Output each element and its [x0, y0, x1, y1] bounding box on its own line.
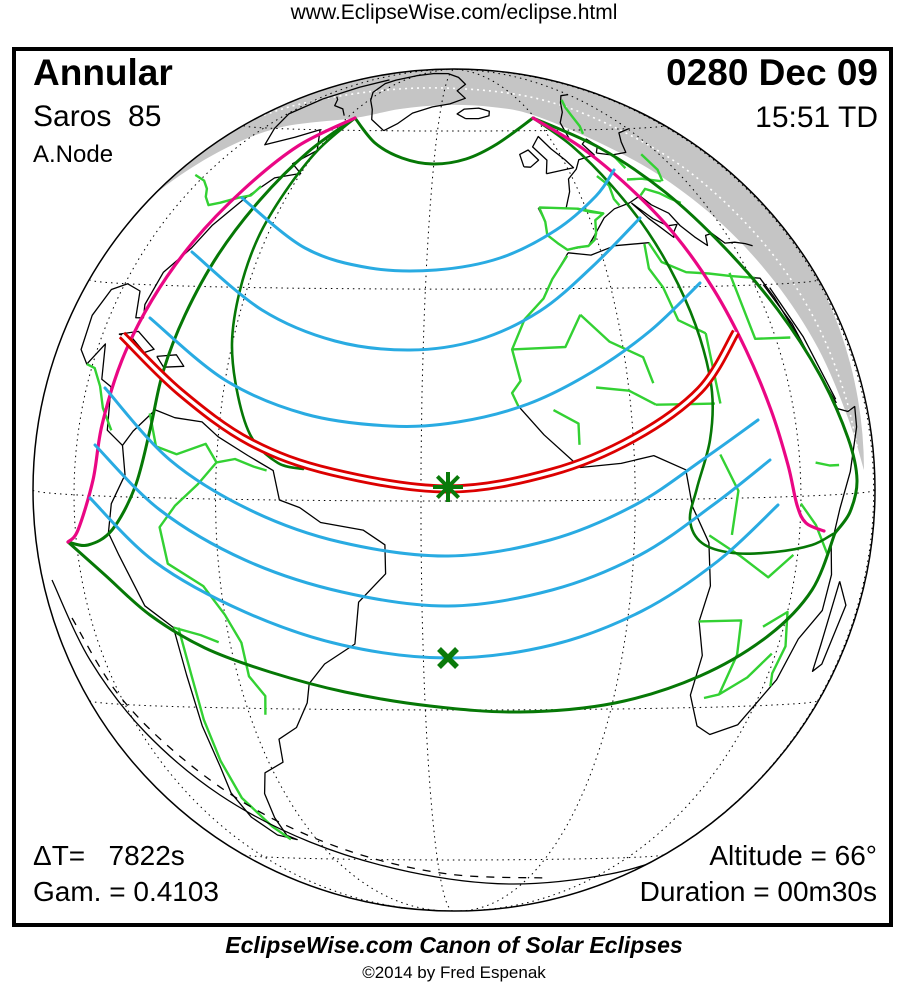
border-austria-slovakia [626, 177, 662, 183]
gamma-value: Gam. = 0.4103 [33, 876, 220, 907]
penumbra-south-limit [66, 531, 837, 714]
magnitude-contour-north-2 [190, 216, 642, 352]
delta-t-value: ΔT= 7822s [33, 840, 185, 871]
border-africa-med-coast [647, 242, 755, 279]
border-chile-argentina [177, 627, 292, 841]
border-ethiopia-kenya [815, 461, 840, 467]
border-norway-sweden [560, 99, 585, 135]
site-url: www.EclipseWise.com/eclipse.html [290, 1, 618, 24]
penumbra-contact-curve-dashed [71, 617, 546, 879]
globe-layers [33, 69, 875, 911]
border-angola-namibia [699, 619, 743, 695]
border-france-germany [596, 175, 621, 207]
night-region [58, 69, 864, 470]
footer-title: EclipseWise.com Canon of Solar Eclipses [225, 932, 683, 958]
penumbra-west-limit [66, 116, 357, 547]
greatest-duration-marker [437, 647, 459, 669]
footer-copyright: ©2014 by Fred Espenak [362, 963, 546, 982]
coastline-mediterranean-north [567, 195, 753, 251]
magnitude-contour-north-3 [148, 281, 702, 428]
coastline-arabia [769, 287, 837, 400]
coastline-south-america [107, 409, 387, 841]
coastline-madagascar [811, 581, 847, 672]
penumbra-north-limit [353, 116, 535, 166]
border-egypt-sudan [728, 272, 791, 340]
eclipse-date-label: 0280 Dec 09 [666, 52, 878, 93]
map-frame [12, 47, 893, 927]
coastline-greenland [370, 72, 467, 132]
penumbra-contact-curve-solid [51, 579, 691, 885]
border-africa-west-coast [510, 255, 569, 407]
border-peru-bolivia [173, 626, 220, 644]
border-colombia-venezuela [148, 413, 218, 464]
border-tanzania [799, 502, 829, 554]
penumbra-east-limit [531, 116, 859, 535]
altitude-value: Altitude = 66° [709, 840, 877, 871]
coastline-baffin [334, 96, 345, 116]
magnitude-contour-south-2 [93, 443, 772, 608]
sunrise-sunset-curve-west [66, 116, 357, 544]
border-poland-east [640, 153, 664, 182]
border-botswana-za [703, 652, 773, 700]
border-sahel [595, 386, 657, 406]
border-us-canada [194, 173, 262, 207]
border-brazil-west [158, 461, 267, 715]
coastline-italy [630, 202, 678, 239]
sunrise-sunset-curve-east [531, 116, 826, 533]
saros-series-label: Saros 85 [33, 100, 162, 133]
magnitude-contour-north-1 [240, 168, 616, 273]
globe-rim [32, 68, 876, 912]
eclipse-type-label: Annular [33, 52, 173, 93]
border-guinea [552, 409, 581, 445]
border-cameroon-congo [719, 453, 740, 536]
graticule [33, 69, 875, 911]
border-west-sahara [512, 314, 582, 351]
coastline-ireland [519, 149, 540, 168]
max-eclipse-at-sunset [531, 116, 835, 555]
coastline-great-britain [531, 135, 575, 175]
border-congo-south [708, 534, 795, 579]
eclipse-time-label: 15:51 TD [755, 101, 878, 134]
border-zimbabwe-mozambique [762, 610, 789, 687]
border-guyanas [216, 457, 267, 472]
duration-value: Duration = 00m30s [639, 876, 877, 907]
coastline-iceland [456, 107, 490, 120]
magnitude-contour-south-1 [103, 386, 760, 558]
greatest-eclipse-marker [433, 472, 463, 502]
node-label: A.Node [33, 141, 114, 168]
border-tunisia-libya [643, 243, 707, 335]
coastline-norway-coast [559, 93, 570, 139]
